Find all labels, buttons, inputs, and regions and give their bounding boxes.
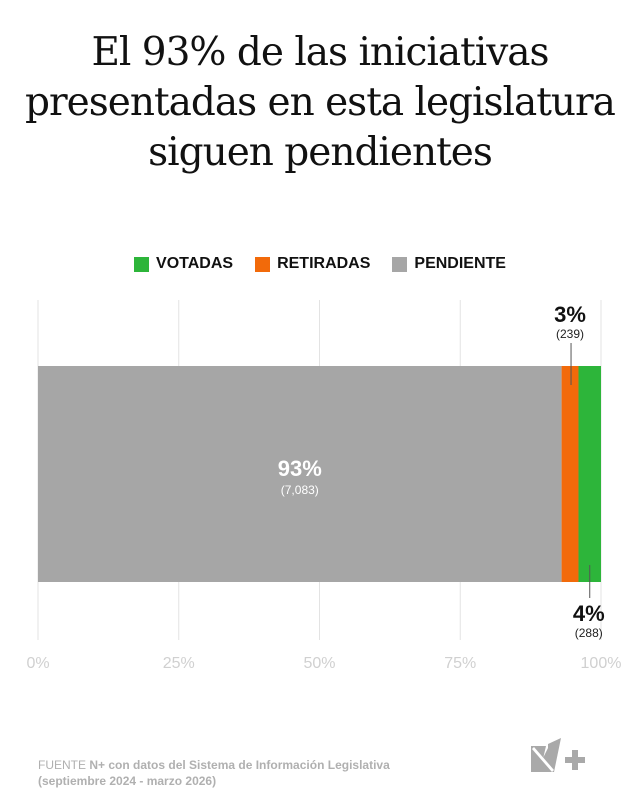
legend-item-pendiente: PENDIENTE — [392, 255, 506, 273]
data-label-count: (239) — [556, 327, 584, 341]
legend-label: RETIRADAS — [277, 255, 371, 272]
data-label: 93% — [278, 456, 322, 481]
data-label: 3% — [554, 302, 586, 327]
bar-segment-retiradas — [561, 366, 579, 582]
source-prefix: FUENTE — [38, 758, 86, 772]
legend-item-votadas: VOTADAS — [134, 255, 233, 273]
source-period: (septiembre 2024 - marzo 2026) — [38, 774, 217, 788]
legend-item-retiradas: RETIRADAS — [255, 255, 370, 273]
x-tick-label: 100% — [581, 655, 622, 672]
x-tick-label: 25% — [163, 655, 195, 672]
nplus-logo — [531, 738, 585, 772]
data-label-count: (7,083) — [281, 483, 319, 497]
data-label-count: (288) — [575, 626, 603, 640]
x-tick-label: 75% — [444, 655, 476, 672]
chart-title: El 93% de las iniciativas presentadas en… — [25, 30, 616, 175]
source-text: N+ con datos del Sistema de Información … — [89, 758, 390, 772]
x-tick-label: 50% — [303, 655, 335, 672]
legend-swatch — [392, 256, 408, 272]
legend: VOTADAS RETIRADAS PENDIENTE — [0, 255, 640, 273]
bar-segment-pendiente — [38, 366, 562, 582]
bar-segment-votadas — [578, 366, 601, 582]
legend-swatch — [255, 256, 271, 272]
legend-label: PENDIENTE — [414, 255, 506, 272]
bar-chart: 0% 25% 50% 75% 100% 93% (7,083) 3%(239) 4%(288) — [26, 300, 622, 672]
x-tick-label: 0% — [26, 655, 49, 672]
data-label: 4% — [573, 601, 605, 626]
legend-label: VOTADAS — [156, 255, 234, 272]
legend-swatch — [134, 256, 150, 272]
footer-source: FUENTE N+ con datos del Sistema de Infor… — [38, 757, 390, 789]
